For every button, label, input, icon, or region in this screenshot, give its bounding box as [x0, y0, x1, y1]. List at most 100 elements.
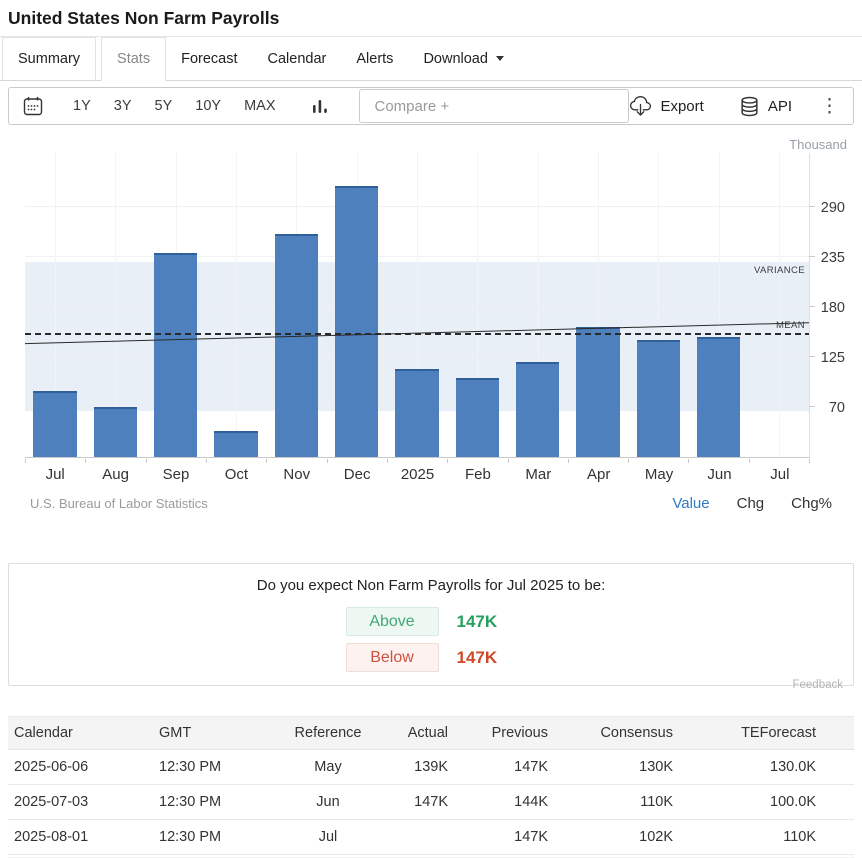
bar-slot — [749, 153, 809, 457]
range-1y[interactable]: 1Y — [73, 98, 91, 114]
range-5y[interactable]: 5Y — [154, 98, 173, 114]
v-gridline — [778, 153, 780, 457]
table-header-cell: Actual — [393, 716, 468, 750]
table-cell: 12:30 PM — [153, 784, 263, 820]
x-tick-mark — [266, 459, 326, 463]
y-tick-mark — [809, 256, 815, 258]
tab-calendar[interactable]: Calendar — [267, 50, 327, 67]
bar-slot — [85, 153, 145, 457]
bar-slot — [25, 153, 85, 457]
cloud-download-icon — [630, 95, 652, 117]
v-gridline — [115, 153, 117, 457]
table-row: 2025-06-06 12:30 PM May 139K 147K 130K 130.0K — [8, 749, 854, 785]
v-gridline — [236, 153, 238, 457]
h-gridline — [25, 356, 809, 358]
x-tick-mark — [145, 459, 206, 463]
v-gridline — [417, 153, 419, 457]
range-selector: 1Y 3Y 5Y 10Y MAX — [73, 98, 275, 114]
table-cell: Jul — [263, 819, 393, 855]
x-tick-mark — [386, 459, 447, 463]
x-tick-mark — [205, 459, 266, 463]
bar-slots — [25, 153, 809, 457]
bar — [33, 390, 77, 457]
bar — [335, 185, 379, 457]
table-header-cell: Calendar — [8, 716, 153, 750]
table-cell: 147K — [468, 819, 568, 855]
export-label: Export — [660, 97, 704, 115]
export-button[interactable]: Export — [630, 95, 704, 117]
bar-slot — [568, 153, 628, 457]
feedback-link[interactable]: Feedback — [792, 679, 843, 691]
v-gridline — [597, 153, 599, 457]
v-gridline — [477, 153, 479, 457]
v-gridline — [55, 153, 57, 457]
table-cell: 110K — [693, 819, 854, 855]
y-tick-label: 180 — [820, 299, 845, 316]
h-gridline — [25, 306, 809, 308]
bar-slot — [628, 153, 688, 457]
x-tick-mark — [748, 459, 811, 463]
tab-alerts[interactable]: Alerts — [356, 50, 394, 67]
bar-slot — [387, 153, 447, 457]
range-max[interactable]: MAX — [244, 98, 276, 114]
x-tick-mark — [25, 459, 85, 463]
chart-toolbar: 1Y 3Y 5Y 10Y MAX Export — [8, 87, 854, 125]
poll-above-button[interactable]: Above — [345, 607, 439, 636]
y-tick-mark — [809, 206, 815, 208]
table-row: 2025-07-03 12:30 PM Jun 147K 144K 110K 100.0K — [8, 784, 854, 820]
v-gridline — [718, 153, 720, 457]
x-axis-labels: Jul Aug Sep Oct Nov Dec 2025 Feb Mar Apr May Jun Jul — [25, 466, 810, 483]
bar-slot — [327, 153, 387, 457]
h-gridline — [25, 256, 809, 258]
tab-download[interactable]: Download — [408, 37, 519, 80]
range-10y[interactable]: 10Y — [195, 98, 222, 114]
bar-slot — [447, 153, 507, 457]
kebab-menu-icon[interactable]: ⋮ — [820, 95, 839, 117]
page-title: United States Non Farm Payrolls — [8, 8, 280, 28]
table-cell: 144K — [468, 784, 568, 820]
x-axis-label: Apr — [587, 466, 611, 483]
x-tick-mark — [567, 459, 628, 463]
range-3y[interactable]: 3Y — [113, 98, 132, 114]
chart-source: U.S. Bureau of Labor Statistics — [30, 496, 208, 511]
compare-input[interactable] — [359, 89, 630, 123]
table-header-cell: Consensus — [568, 716, 693, 750]
x-axis-label: Aug — [102, 466, 129, 483]
table-cell: 100.0K — [693, 784, 854, 820]
x-axis-label: Feb — [465, 466, 491, 483]
poll-below-button[interactable]: Below — [345, 643, 439, 672]
table-header-cell: GMT — [153, 716, 263, 750]
bar — [636, 339, 680, 457]
table-cell: 130.0K — [693, 749, 854, 785]
chevron-down-icon — [495, 56, 504, 61]
x-tick-mark — [688, 459, 748, 463]
legend-item-value[interactable]: Value — [672, 495, 710, 512]
table-cell: 139K — [393, 749, 468, 785]
bar-chart-icon[interactable] — [312, 97, 329, 115]
tab-stats[interactable]: Stats — [101, 37, 167, 81]
poll-row-below: Below 147K — [19, 643, 843, 672]
x-axis-label: Nov — [283, 466, 311, 483]
chart-footer: U.S. Bureau of Labor Statistics Value Chg… — [30, 495, 832, 512]
y-tick-label: 70 — [828, 399, 845, 416]
x-axis-label: Jul — [770, 466, 790, 483]
tab-forecast[interactable]: Forecast — [181, 50, 238, 67]
poll-box: Do you expect Non Farm Payrolls for Jul … — [8, 563, 854, 691]
x-axis-label: May — [644, 466, 674, 483]
tab-summary[interactable]: Summary — [2, 37, 97, 80]
mean-line — [25, 332, 809, 335]
y-tick-mark — [809, 356, 815, 358]
poll-question: Do you expect Non Farm Payrolls for Jul … — [256, 577, 606, 594]
api-button[interactable]: API — [740, 96, 792, 117]
x-tick-mark — [507, 459, 568, 463]
table-cell: May — [263, 749, 393, 785]
variance-label: VARIANCE — [753, 264, 805, 276]
bar-slot — [146, 153, 206, 457]
x-tick-mark — [85, 459, 145, 463]
calendar-range-icon[interactable] — [22, 95, 44, 117]
x-tick-mark — [447, 459, 507, 463]
poll-below-value: 147K — [456, 647, 498, 667]
legend-item-chg[interactable]: Chg — [736, 495, 765, 512]
legend-item-chgpct[interactable]: Chg% — [791, 495, 832, 512]
table-cell: 2025-08-01 — [8, 819, 153, 855]
